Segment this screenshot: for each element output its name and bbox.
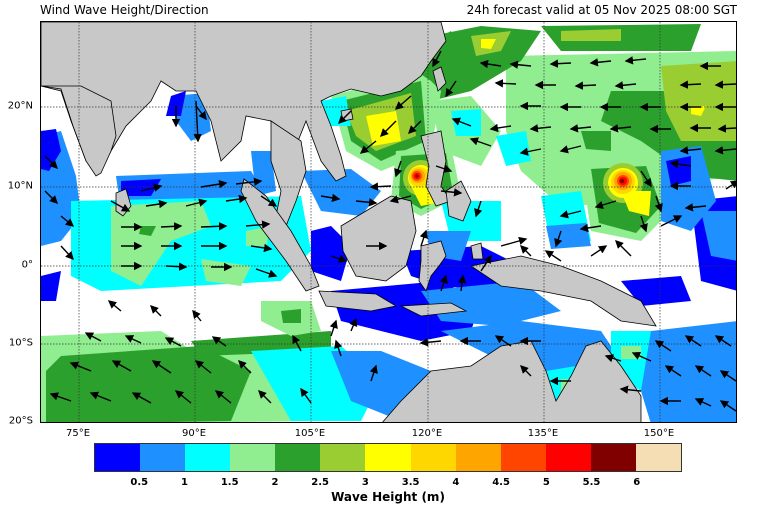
colorbar-segment [590, 444, 636, 471]
colorbar-segment [410, 444, 456, 471]
colorbar-segment [500, 444, 546, 471]
colorbar-segment [230, 444, 276, 471]
colorbar-segment [320, 444, 366, 471]
lat-label-20n: 20°N [7, 100, 33, 112]
lon-label-150e: 150°E [643, 428, 675, 439]
colorbar-segment [455, 444, 501, 471]
lon-label-120e: 120°E [411, 428, 443, 439]
colorbar-tick-label: 0.5 [130, 477, 149, 488]
colorbar-tick-label: 5 [542, 477, 550, 488]
lon-label-135e: 135°E [527, 428, 559, 439]
lat-label-10n: 10°N [7, 180, 33, 192]
forecast-valid-time: 24h forecast valid at 05 Nov 2025 08:00 … [466, 3, 737, 17]
colorbar-segment [95, 444, 141, 471]
wave-map-canvas [41, 22, 736, 422]
colorbar-tick-label: 6 [633, 477, 641, 488]
chart-title: Wind Wave Height/Direction [40, 3, 209, 17]
wave-map [40, 21, 737, 423]
colorbar-tick-label: 2.5 [311, 477, 329, 488]
wave-field [41, 24, 736, 422]
gridlines [41, 22, 736, 422]
lat-label-20s: 20°S [8, 415, 33, 427]
lat-label-0: 0° [21, 259, 33, 271]
lon-label-105e: 105°E [294, 428, 326, 439]
colorbar-segment [275, 444, 321, 471]
colorbar-tick-label: 5.5 [582, 477, 601, 488]
colorbar-tick-label: 2 [271, 477, 279, 488]
colorbar-segment [185, 444, 231, 471]
colorbar-tick-label: 4 [452, 477, 460, 488]
colorbar-segment [545, 444, 591, 471]
colorbar-label: Wave Height (m) [331, 490, 445, 504]
colorbar-segment [365, 444, 411, 471]
colorbar [94, 443, 682, 472]
colorbar-tick-label: 4.5 [492, 477, 510, 488]
wave-direction-arrows [44, 50, 736, 412]
colorbar-tick-label: 3 [361, 477, 369, 488]
colorbar-tick-label: 1 [180, 477, 188, 488]
lon-label-75e: 75°E [65, 428, 91, 439]
colorbar-segment [635, 444, 682, 471]
lon-label-90e: 90°E [181, 428, 207, 439]
colorbar-tick-label: 1.5 [220, 477, 239, 488]
colorbar-segment [140, 444, 186, 471]
lat-label-10s: 10°S [8, 337, 33, 349]
colorbar-tick-label: 3.5 [401, 477, 420, 488]
